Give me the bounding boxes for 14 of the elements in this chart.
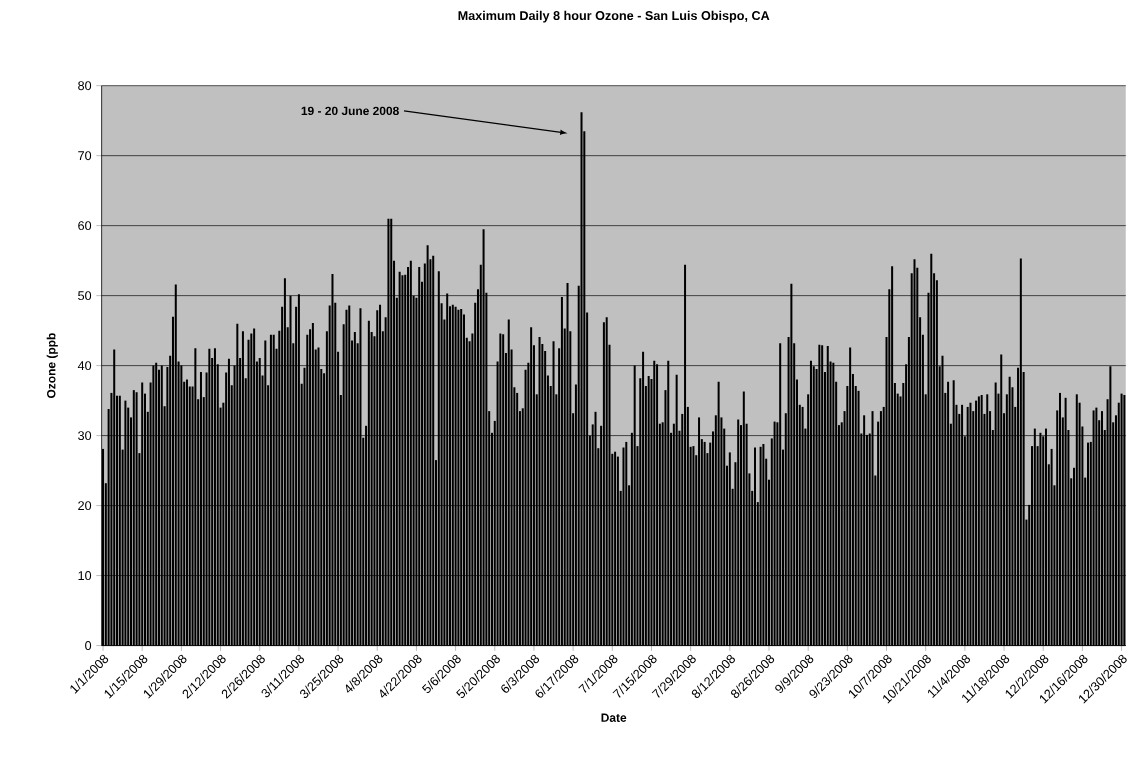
y-tick-label: 80 (78, 81, 92, 91)
y-tick-label: 0 (85, 641, 92, 650)
x-axis-title: Date (601, 713, 627, 722)
y-tick-label: 40 (77, 361, 92, 371)
y-axis-title: Ozone (ppb (46, 333, 58, 398)
y-tick-label: 10 (78, 571, 92, 580)
chart-title: Maximum Daily 8 hour Ozone - San Luis Obispo, CA (458, 10, 770, 23)
y-tick-label: 70 (78, 151, 92, 161)
y-tick-label: 30 (78, 431, 92, 441)
y-tick-label: 20 (78, 501, 92, 510)
y-tick-label: 50 (78, 291, 92, 301)
bar (913, 259, 916, 646)
y-tick-label: 60 (78, 221, 92, 231)
annotation: 19 - 20 June 2008 (301, 106, 399, 116)
